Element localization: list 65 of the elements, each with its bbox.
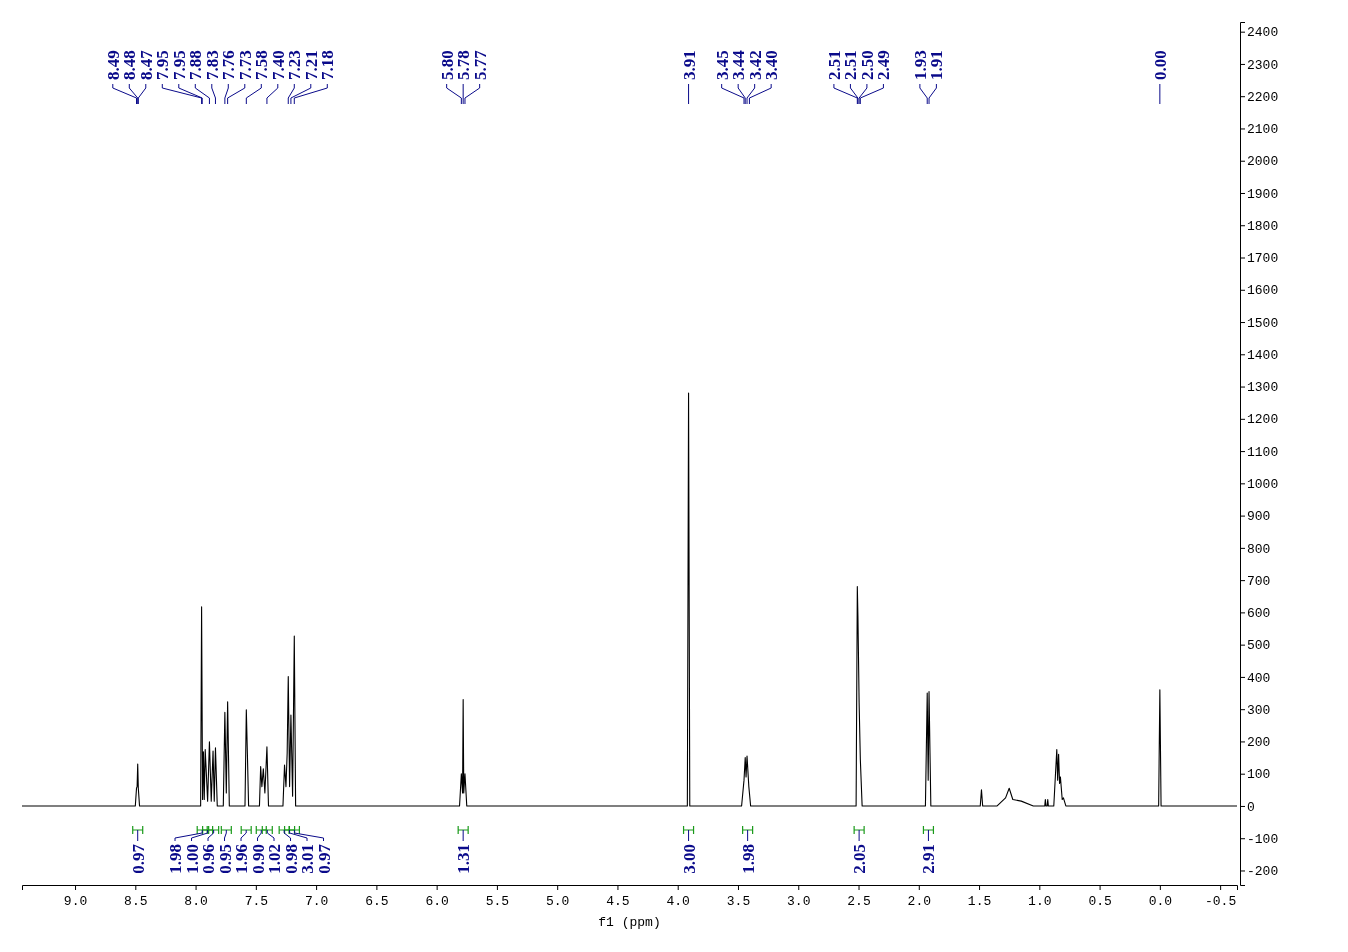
- y-tick-label: 1900: [1247, 186, 1279, 202]
- x-tick-label: 4.0: [666, 894, 690, 910]
- annotation: 7.18: [318, 50, 338, 80]
- y-tick-label: 200: [1247, 735, 1271, 751]
- annotation: 0.00: [1150, 50, 1170, 80]
- y-tick-label: 1700: [1247, 251, 1279, 267]
- annotation: 0.97: [128, 843, 148, 874]
- y-tick-label: 2100: [1247, 122, 1279, 138]
- x-tick-label: 1.5: [967, 894, 992, 910]
- x-tick-label: 3.0: [787, 894, 811, 910]
- x-tick-label: 7.5: [244, 894, 269, 910]
- y-tick-label: 1000: [1247, 477, 1279, 492]
- x-tick-label: 0.0: [1148, 894, 1173, 910]
- y-tick-label: 2200: [1247, 89, 1279, 105]
- x-tick-label: 4.5: [606, 894, 630, 910]
- annotation: 2.49: [874, 50, 894, 80]
- y-tick-label: -100: [1247, 831, 1279, 847]
- annotation: 1.98: [738, 844, 758, 874]
- y-tick-label: 1800: [1247, 218, 1279, 234]
- y-tick-label: 1400: [1247, 347, 1279, 363]
- y-tick-label: 1100: [1247, 444, 1279, 460]
- x-tick-label: 0.5: [1088, 894, 1112, 910]
- x-tick-label: 8.5: [124, 894, 148, 910]
- y-tick-label: 2300: [1247, 57, 1279, 73]
- y-tick-label: 100: [1247, 767, 1271, 783]
- x-tick-label: 5.0: [545, 894, 570, 910]
- x-tick-label: -0.5: [1205, 894, 1237, 910]
- x-tick-label: 6.0: [425, 894, 449, 910]
- annotation: 3.91: [679, 50, 699, 80]
- annotation: 1.93: [910, 50, 930, 80]
- y-tick-label: 800: [1247, 541, 1271, 557]
- x-tick-label: 1.0: [1028, 894, 1052, 910]
- annotation: 3.45: [712, 50, 732, 80]
- y-tick-label: 2000: [1247, 154, 1279, 170]
- y-tick-label: 1600: [1247, 283, 1279, 299]
- annotation: 2.05: [850, 844, 870, 874]
- annotation: 3.00: [679, 844, 699, 874]
- x-tick-label: 3.5: [726, 894, 751, 910]
- y-tick-label: 300: [1247, 702, 1271, 718]
- annotation: 1.31: [454, 844, 474, 874]
- x-tick-label: 6.5: [365, 894, 389, 910]
- y-tick-label: 500: [1247, 638, 1271, 654]
- annotation: 3.40: [762, 50, 782, 80]
- annotation: 8.49: [103, 50, 123, 80]
- y-tick-label: 900: [1247, 509, 1271, 525]
- y-tick-label: 700: [1247, 573, 1271, 589]
- y-tick-label: 1200: [1247, 412, 1279, 428]
- y-tick-label: 0: [1247, 799, 1255, 815]
- x-tick-label: 2.0: [907, 894, 931, 910]
- y-tick-label: 1500: [1247, 315, 1279, 331]
- annotation: 1.91: [927, 50, 947, 80]
- annotation: 2.91: [919, 844, 939, 874]
- y-tick-label: 1300: [1247, 380, 1279, 396]
- annotation: 2.51: [824, 50, 844, 80]
- x-tick-label: 8.0: [184, 894, 208, 910]
- x-tick-label: 7.0: [304, 894, 329, 910]
- annotation: 5.80: [437, 50, 457, 80]
- y-tick-label: 600: [1247, 606, 1271, 622]
- x-tick-label: 2.5: [847, 894, 871, 910]
- y-tick-label: 400: [1247, 670, 1271, 686]
- y-tick-label: 2400: [1247, 25, 1279, 41]
- x-axis-title: f1 (ppm): [598, 915, 661, 930]
- x-tick-label: 5.5: [485, 894, 510, 910]
- y-tick-label: -200: [1247, 864, 1279, 880]
- x-tick-label: 9.0: [63, 894, 88, 910]
